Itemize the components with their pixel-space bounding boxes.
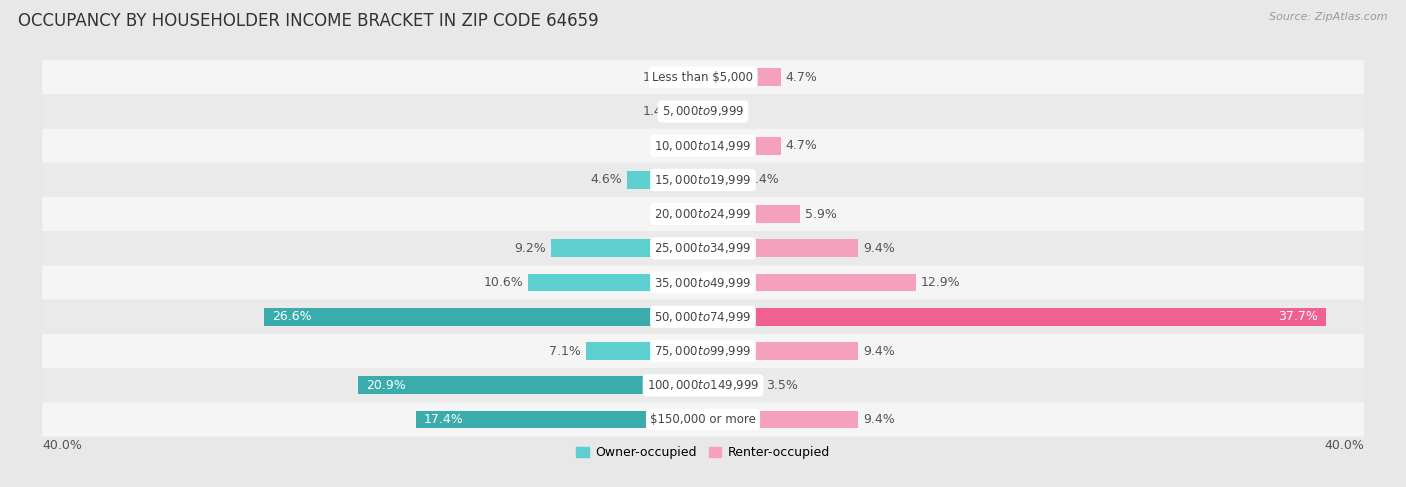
Bar <box>703 171 742 189</box>
Text: $15,000 to $19,999: $15,000 to $19,999 <box>654 173 752 187</box>
FancyBboxPatch shape <box>42 265 1364 300</box>
FancyBboxPatch shape <box>42 60 1364 94</box>
Text: 4.7%: 4.7% <box>786 139 817 152</box>
Text: $35,000 to $49,999: $35,000 to $49,999 <box>654 276 752 290</box>
Bar <box>357 376 703 394</box>
Bar <box>703 240 858 257</box>
Text: 20.9%: 20.9% <box>366 379 406 392</box>
Text: 37.7%: 37.7% <box>1278 310 1317 323</box>
Text: $50,000 to $74,999: $50,000 to $74,999 <box>654 310 752 324</box>
Text: 10.6%: 10.6% <box>484 276 523 289</box>
Bar <box>697 137 703 154</box>
Bar <box>703 205 800 223</box>
FancyBboxPatch shape <box>42 163 1364 197</box>
Bar <box>527 274 703 292</box>
Text: 7.1%: 7.1% <box>548 344 581 357</box>
Text: Less than $5,000: Less than $5,000 <box>652 71 754 84</box>
FancyBboxPatch shape <box>42 94 1364 129</box>
Text: 1.4%: 1.4% <box>643 105 675 118</box>
Text: 1.4%: 1.4% <box>643 71 675 84</box>
Bar <box>703 376 761 394</box>
Bar <box>586 342 703 360</box>
Text: $10,000 to $14,999: $10,000 to $14,999 <box>654 139 752 153</box>
Bar <box>681 68 703 86</box>
Text: 4.7%: 4.7% <box>786 71 817 84</box>
Text: 9.4%: 9.4% <box>863 242 896 255</box>
Text: $75,000 to $99,999: $75,000 to $99,999 <box>654 344 752 358</box>
Bar <box>627 171 703 189</box>
FancyBboxPatch shape <box>42 300 1364 334</box>
Text: 9.4%: 9.4% <box>863 413 896 426</box>
Text: 0.0%: 0.0% <box>709 105 740 118</box>
Text: OCCUPANCY BY HOUSEHOLDER INCOME BRACKET IN ZIP CODE 64659: OCCUPANCY BY HOUSEHOLDER INCOME BRACKET … <box>18 12 599 30</box>
Text: $5,000 to $9,999: $5,000 to $9,999 <box>662 105 744 118</box>
Text: 0.35%: 0.35% <box>652 139 692 152</box>
Bar <box>703 137 780 154</box>
Bar <box>703 308 1326 326</box>
Text: 26.6%: 26.6% <box>271 310 312 323</box>
Text: 40.0%: 40.0% <box>42 439 82 452</box>
Text: $20,000 to $24,999: $20,000 to $24,999 <box>654 207 752 221</box>
FancyBboxPatch shape <box>42 197 1364 231</box>
FancyBboxPatch shape <box>42 402 1364 436</box>
Text: Source: ZipAtlas.com: Source: ZipAtlas.com <box>1270 12 1388 22</box>
Text: 3.5%: 3.5% <box>766 379 797 392</box>
Text: $150,000 or more: $150,000 or more <box>650 413 756 426</box>
Text: 9.4%: 9.4% <box>863 344 896 357</box>
FancyBboxPatch shape <box>42 334 1364 368</box>
Text: 4.6%: 4.6% <box>591 173 621 187</box>
Bar <box>697 205 703 223</box>
Legend: Owner-occupied, Renter-occupied: Owner-occupied, Renter-occupied <box>571 441 835 464</box>
Text: 0.35%: 0.35% <box>652 207 692 221</box>
FancyBboxPatch shape <box>42 368 1364 402</box>
Bar <box>681 103 703 120</box>
Text: 17.4%: 17.4% <box>423 413 464 426</box>
Text: $100,000 to $149,999: $100,000 to $149,999 <box>647 378 759 392</box>
Text: 12.9%: 12.9% <box>921 276 960 289</box>
FancyBboxPatch shape <box>42 129 1364 163</box>
Bar <box>703 342 858 360</box>
Bar <box>551 240 703 257</box>
FancyBboxPatch shape <box>42 231 1364 265</box>
Bar <box>263 308 703 326</box>
Text: 40.0%: 40.0% <box>1324 439 1364 452</box>
Bar <box>416 411 703 429</box>
Bar <box>703 274 917 292</box>
Bar <box>703 411 858 429</box>
Text: $25,000 to $34,999: $25,000 to $34,999 <box>654 242 752 255</box>
Text: 9.2%: 9.2% <box>515 242 546 255</box>
Text: 2.4%: 2.4% <box>748 173 779 187</box>
Text: 5.9%: 5.9% <box>806 207 838 221</box>
Bar <box>703 68 780 86</box>
